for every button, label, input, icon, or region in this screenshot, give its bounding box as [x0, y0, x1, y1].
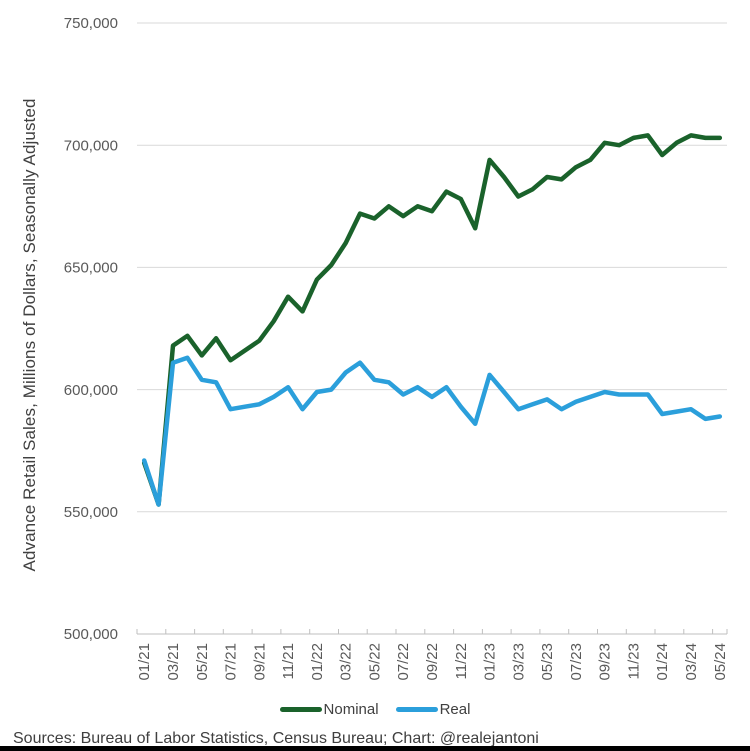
- legend-label-real: Real: [439, 700, 471, 718]
- x-tick-label: 01/22: [309, 643, 326, 681]
- x-tick-label: 03/21: [165, 643, 182, 681]
- x-tick-label: 11/22: [453, 643, 470, 679]
- x-tick-label: 09/22: [424, 643, 441, 681]
- y-tick-label: 700,000: [64, 137, 118, 154]
- x-tick-label: 01/21: [136, 643, 153, 681]
- y-tick-label: 650,000: [64, 260, 118, 277]
- x-tick-label: 11/23: [626, 643, 643, 679]
- legend-swatch-real: [395, 706, 438, 712]
- y-axis-title: Advance Retail Sales, Millions of Dollar…: [20, 98, 39, 572]
- x-tick-label: 09/23: [597, 643, 614, 681]
- x-tick-label: 07/22: [395, 643, 412, 681]
- series-line-nominal: [141, 133, 723, 507]
- legend-swatch-nominal: [279, 706, 322, 712]
- legend-item-nominal: Nominal: [279, 700, 379, 718]
- y-tick-label: 750,000: [64, 15, 118, 32]
- legend: Nominal Real: [0, 699, 750, 719]
- x-tick-label: 09/21: [251, 643, 268, 681]
- series-line-real: [141, 355, 723, 507]
- sources-note: Sources: Bureau of Labor Statistics, Cen…: [13, 730, 539, 747]
- bottom-bar: [0, 746, 750, 751]
- y-tick-label: 550,000: [64, 504, 118, 521]
- x-tick-label: 01/24: [654, 643, 671, 681]
- x-tick-label: 05/21: [194, 643, 211, 681]
- plot-area: 750,000 700,000 650,000 600,000 550,000 500,0…: [64, 15, 729, 681]
- y-tick-label: 600,000: [64, 382, 118, 399]
- legend-item-real: Real: [395, 700, 471, 718]
- x-tick-label: 03/24: [683, 643, 700, 681]
- x-tick-label: 03/22: [338, 643, 355, 681]
- x-tick-label: 07/21: [223, 643, 240, 681]
- x-tick-label: 11/21: [280, 643, 297, 679]
- y-tick-label: 500,000: [64, 626, 118, 643]
- x-tick-label: 07/23: [568, 643, 585, 681]
- x-tick-label: 05/23: [539, 643, 556, 681]
- legend-label-nominal: Nominal: [323, 700, 379, 718]
- x-tick-label: 01/23: [482, 643, 499, 681]
- x-tick-label: 03/23: [510, 643, 527, 681]
- x-tick-label: 05/22: [366, 643, 383, 681]
- x-tick-label: 05/24: [712, 643, 729, 681]
